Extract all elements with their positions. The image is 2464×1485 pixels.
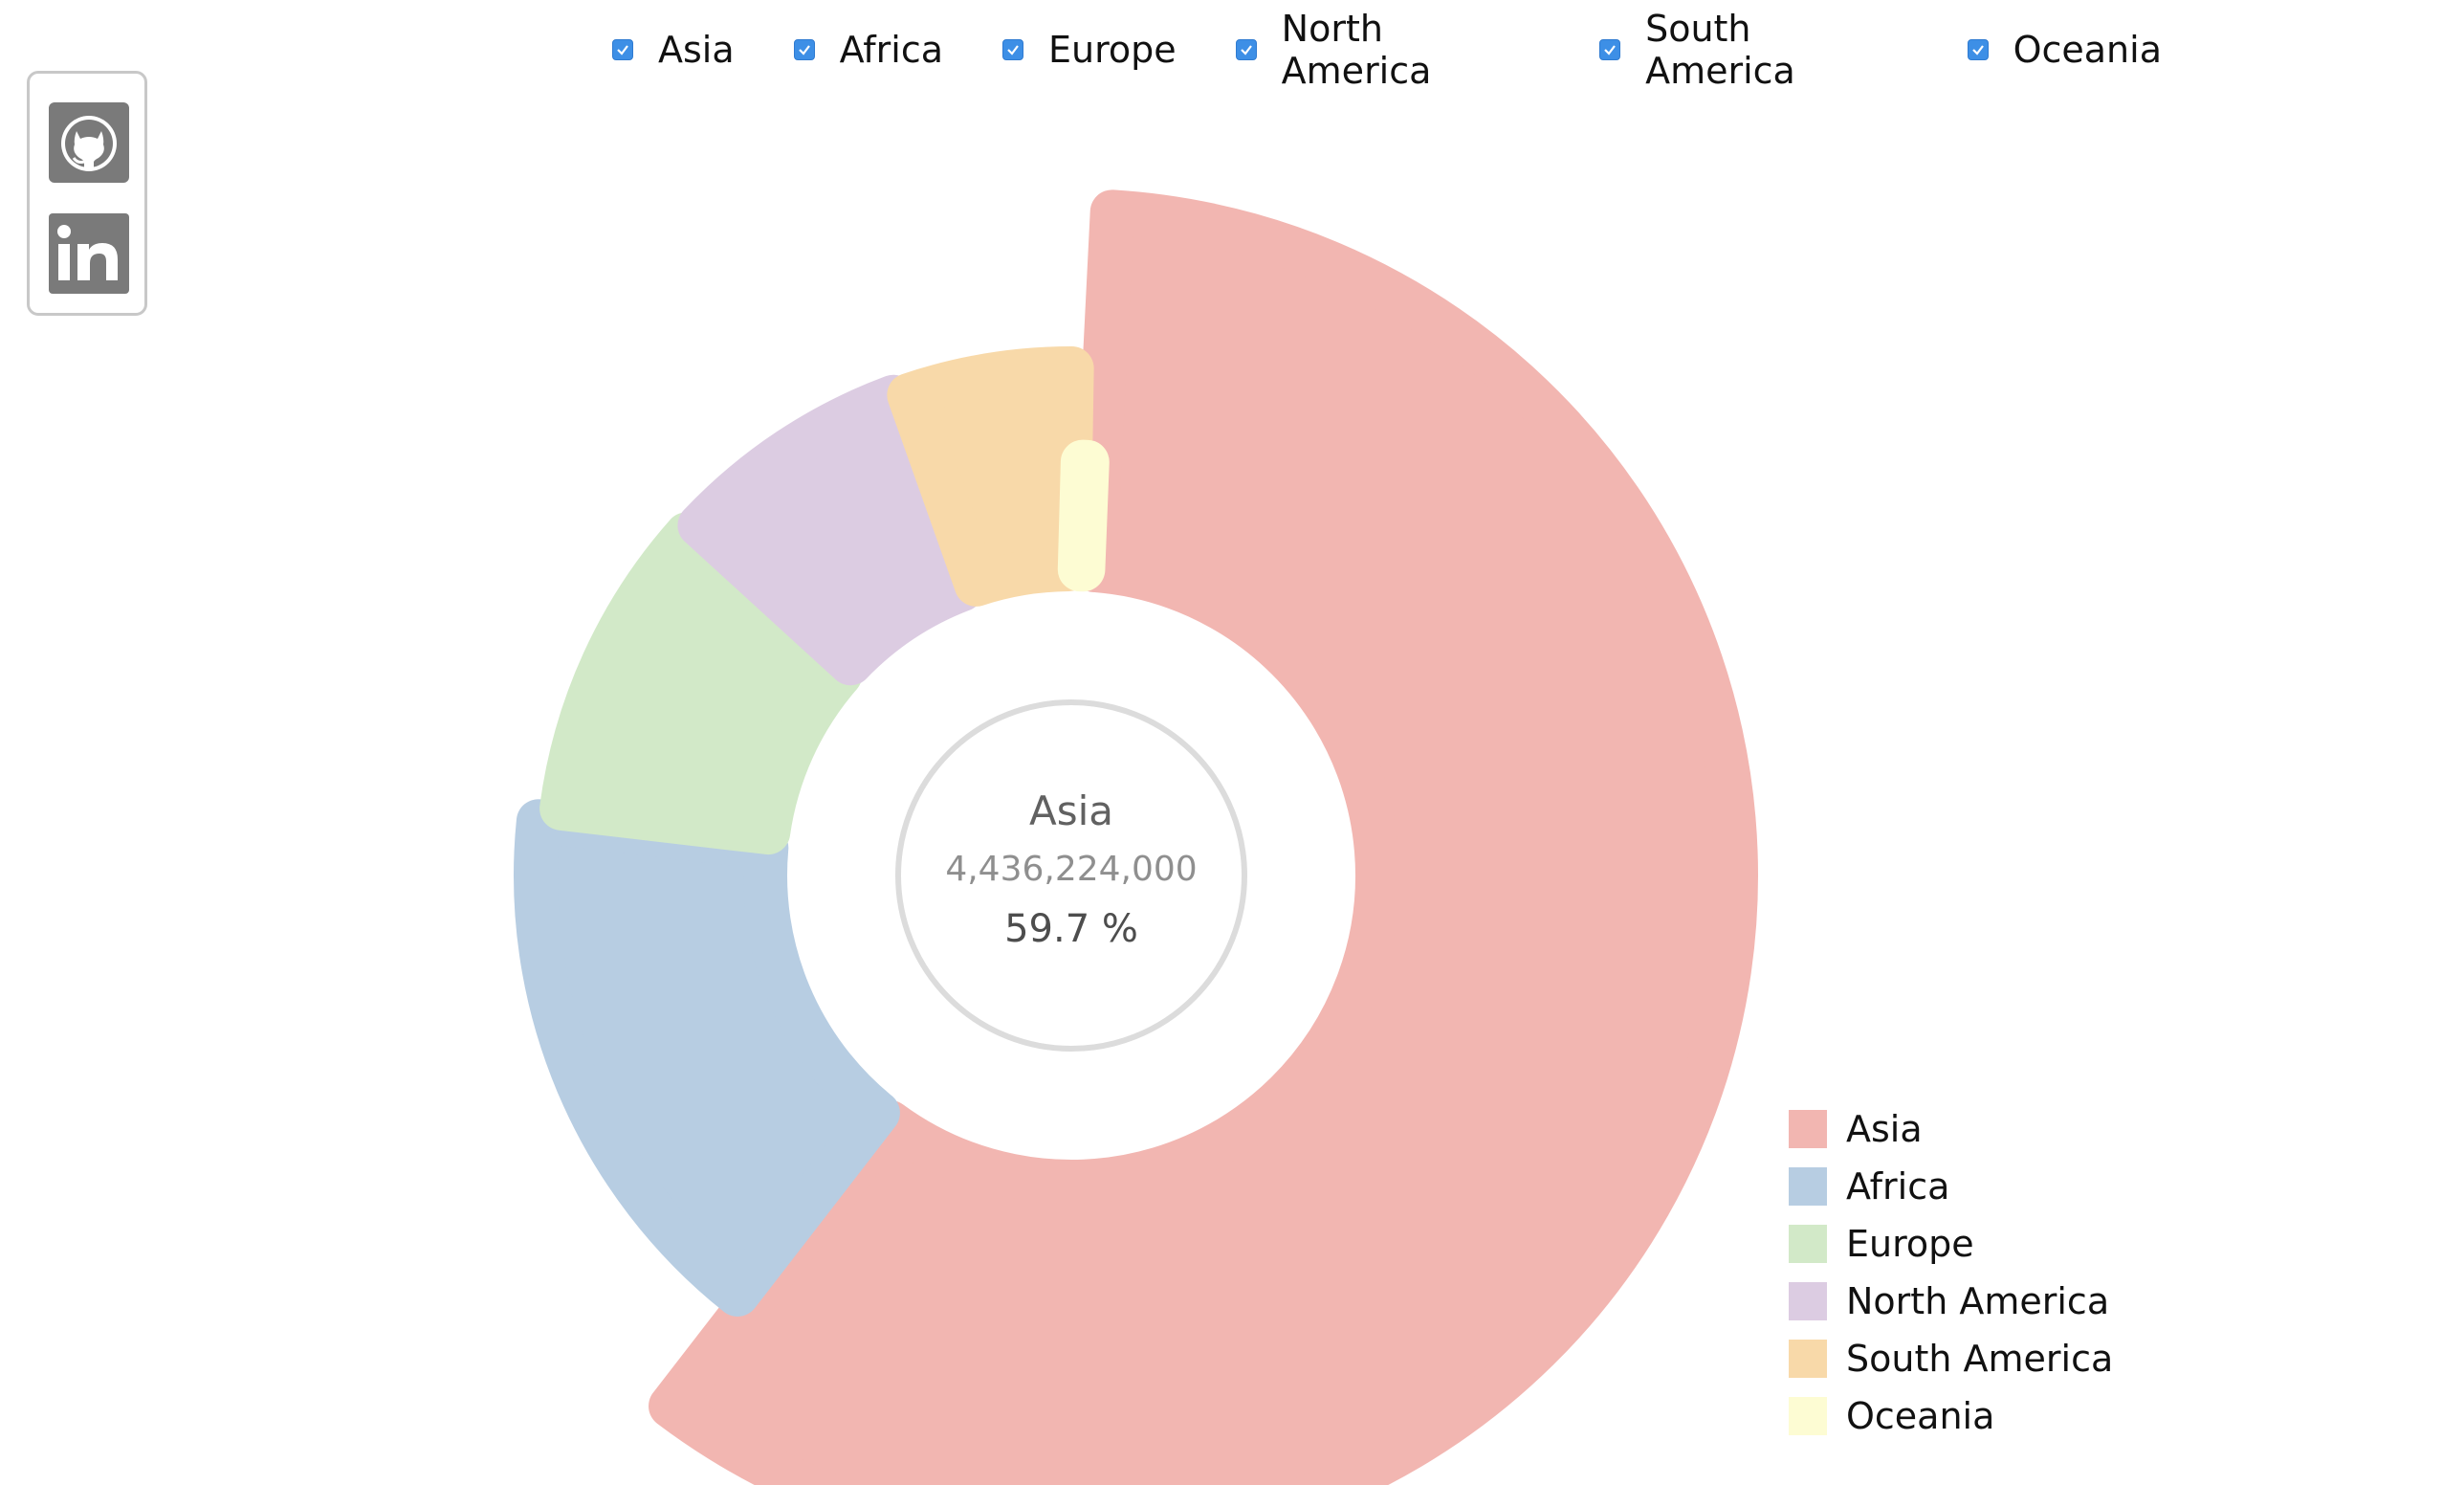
- legend-item-south-america[interactable]: South America: [1789, 1330, 2324, 1387]
- chart-legend: Asia Africa Europe North America South A…: [1789, 1100, 2324, 1445]
- checkbox-checked-icon[interactable]: [1235, 39, 1257, 60]
- filter-europe[interactable]: Europe: [1002, 29, 1177, 71]
- filter-oceania[interactable]: Oceania: [1967, 29, 2162, 71]
- legend-swatch: [1789, 1340, 1827, 1378]
- linkedin-link[interactable]: [49, 213, 129, 294]
- legend-label: Africa: [1846, 1165, 1950, 1208]
- legend-swatch: [1789, 1225, 1827, 1263]
- legend-item-north-america[interactable]: North America: [1789, 1273, 2324, 1330]
- slice-asia[interactable]: [649, 189, 1758, 1485]
- github-link[interactable]: [49, 102, 129, 183]
- legend-label: South America: [1846, 1338, 2114, 1380]
- center-label-percent: 59.7 %: [1004, 907, 1138, 951]
- legend-label: Oceania: [1846, 1395, 1995, 1437]
- legend-item-africa[interactable]: Africa: [1789, 1158, 2324, 1215]
- social-links-panel: [27, 71, 147, 316]
- legend-item-asia[interactable]: Asia: [1789, 1100, 2324, 1158]
- linkedin-icon: [49, 213, 129, 294]
- filter-south-america[interactable]: South America: [1599, 8, 1908, 92]
- center-label-name: Asia: [1029, 787, 1113, 834]
- filter-label: Europe: [1048, 29, 1177, 71]
- continent-filter-bar: Asia Africa Europe North America South A…: [612, 8, 2162, 92]
- checkbox-checked-icon[interactable]: [1967, 39, 1989, 60]
- checkbox-checked-icon[interactable]: [793, 39, 815, 60]
- chart-slices: [514, 189, 1758, 1485]
- legend-item-oceania[interactable]: Oceania: [1789, 1387, 2324, 1445]
- legend-label: North America: [1846, 1280, 2110, 1322]
- slice-africa[interactable]: [514, 799, 900, 1317]
- filter-label: Asia: [658, 29, 735, 71]
- legend-swatch: [1789, 1282, 1827, 1320]
- legend-swatch: [1789, 1397, 1827, 1435]
- filter-africa[interactable]: Africa: [793, 29, 944, 71]
- legend-label: Europe: [1846, 1223, 1974, 1265]
- legend-swatch: [1789, 1110, 1827, 1148]
- checkbox-checked-icon[interactable]: [1002, 39, 1024, 60]
- filter-asia[interactable]: Asia: [612, 29, 735, 71]
- filter-north-america[interactable]: North America: [1235, 8, 1540, 92]
- legend-item-europe[interactable]: Europe: [1789, 1215, 2324, 1273]
- checkbox-checked-icon[interactable]: [1599, 39, 1621, 60]
- center-label-value: 4,436,224,000: [945, 850, 1197, 889]
- filter-label: South America: [1645, 8, 1795, 92]
- slice-south-america[interactable]: [887, 345, 1094, 607]
- checkbox-checked-icon[interactable]: [612, 39, 633, 60]
- filter-label: Oceania: [2013, 29, 2162, 71]
- slice-oceania[interactable]: [1057, 439, 1110, 592]
- filter-label: Africa: [839, 29, 944, 71]
- legend-swatch: [1789, 1167, 1827, 1206]
- github-icon: [49, 102, 129, 183]
- filter-label: North America: [1281, 8, 1432, 92]
- center-ring: [895, 699, 1247, 1052]
- legend-label: Asia: [1846, 1108, 1923, 1150]
